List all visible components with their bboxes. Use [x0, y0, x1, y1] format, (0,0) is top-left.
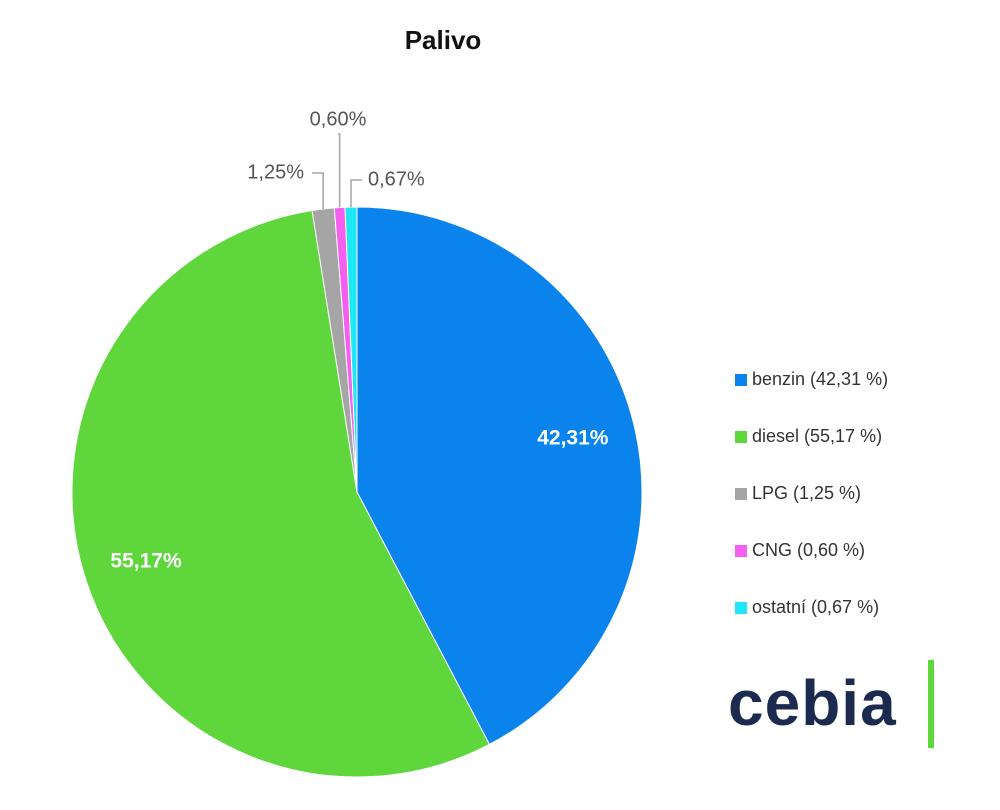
legend-label: ostatní (0,67 %)	[752, 597, 879, 617]
data-label: 42,31%	[537, 426, 609, 449]
logo-bar	[928, 660, 934, 748]
legend-label: diesel (55,17 %)	[752, 426, 882, 446]
legend-swatch	[735, 488, 747, 500]
legend-swatch	[735, 374, 747, 386]
logo: cebia	[728, 667, 897, 739]
pie-slice	[71, 209, 491, 778]
data-label: 0,60%	[310, 108, 367, 130]
data-label: 1,25%	[247, 161, 304, 183]
legend-swatch	[735, 602, 747, 614]
pie-slice	[344, 206, 358, 493]
pie-slice	[356, 206, 643, 746]
data-label: 0,67%	[368, 168, 425, 190]
leader-line	[312, 172, 324, 210]
legend-label: benzin (42,31 %)	[752, 369, 888, 389]
legend-swatch	[735, 431, 747, 443]
legend-label: LPG (1,25 %)	[752, 483, 861, 503]
data-label: 55,17%	[110, 550, 182, 573]
chart-title: Palivo	[405, 25, 482, 55]
legend-label: CNG (0,60 %)	[752, 540, 865, 560]
leader-line	[338, 133, 341, 208]
leader-line	[350, 179, 362, 208]
legend-swatch	[735, 545, 747, 557]
